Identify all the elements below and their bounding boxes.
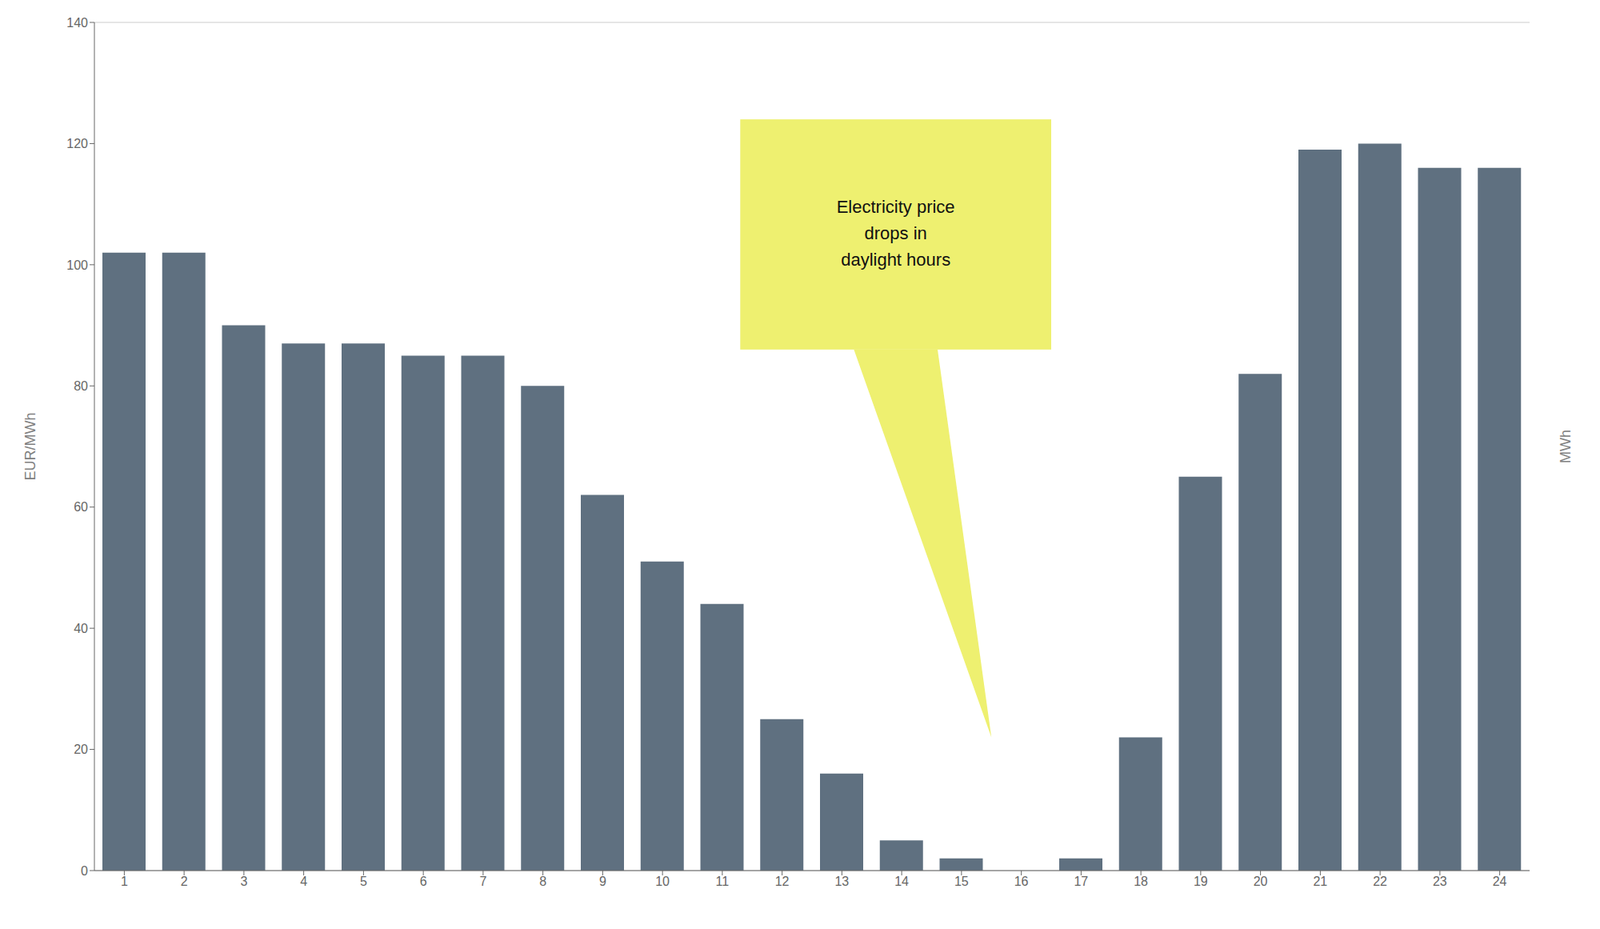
svg-text:120: 120 bbox=[66, 136, 88, 151]
svg-text:60: 60 bbox=[73, 500, 88, 514]
svg-text:14: 14 bbox=[894, 874, 909, 888]
svg-text:0: 0 bbox=[80, 864, 88, 878]
svg-text:5: 5 bbox=[360, 874, 368, 888]
svg-text:13: 13 bbox=[834, 874, 849, 888]
svg-text:20: 20 bbox=[1253, 874, 1268, 888]
svg-text:22: 22 bbox=[1372, 874, 1388, 888]
svg-text:7: 7 bbox=[479, 874, 487, 888]
svg-text:3: 3 bbox=[240, 874, 248, 888]
svg-text:140: 140 bbox=[66, 16, 88, 30]
svg-text:20: 20 bbox=[73, 742, 88, 756]
svg-text:40: 40 bbox=[73, 621, 88, 636]
svg-text:2: 2 bbox=[180, 874, 188, 888]
svg-text:100: 100 bbox=[66, 258, 88, 272]
svg-text:15: 15 bbox=[954, 874, 969, 888]
svg-text:23: 23 bbox=[1432, 874, 1448, 888]
svg-text:EUR/MWh: EUR/MWh bbox=[22, 412, 39, 481]
svg-text:19: 19 bbox=[1193, 874, 1208, 888]
svg-text:10: 10 bbox=[655, 874, 670, 888]
svg-text:4: 4 bbox=[300, 874, 308, 888]
svg-text:17: 17 bbox=[1073, 874, 1088, 888]
svg-text:9: 9 bbox=[599, 874, 607, 888]
svg-text:16: 16 bbox=[1014, 874, 1029, 888]
svg-text:18: 18 bbox=[1133, 874, 1148, 888]
svg-text:21: 21 bbox=[1312, 874, 1328, 888]
svg-text:80: 80 bbox=[73, 379, 88, 393]
svg-text:8: 8 bbox=[539, 874, 547, 888]
svg-text:1: 1 bbox=[120, 874, 128, 888]
svg-text:MWh: MWh bbox=[1557, 429, 1574, 464]
svg-text:11: 11 bbox=[716, 874, 730, 888]
svg-text:6: 6 bbox=[420, 874, 428, 888]
svg-text:Electricity pricedrops indayli: Electricity pricedrops indaylight hours bbox=[836, 196, 956, 270]
svg-text:12: 12 bbox=[775, 874, 790, 888]
svg-text:24: 24 bbox=[1492, 874, 1508, 888]
